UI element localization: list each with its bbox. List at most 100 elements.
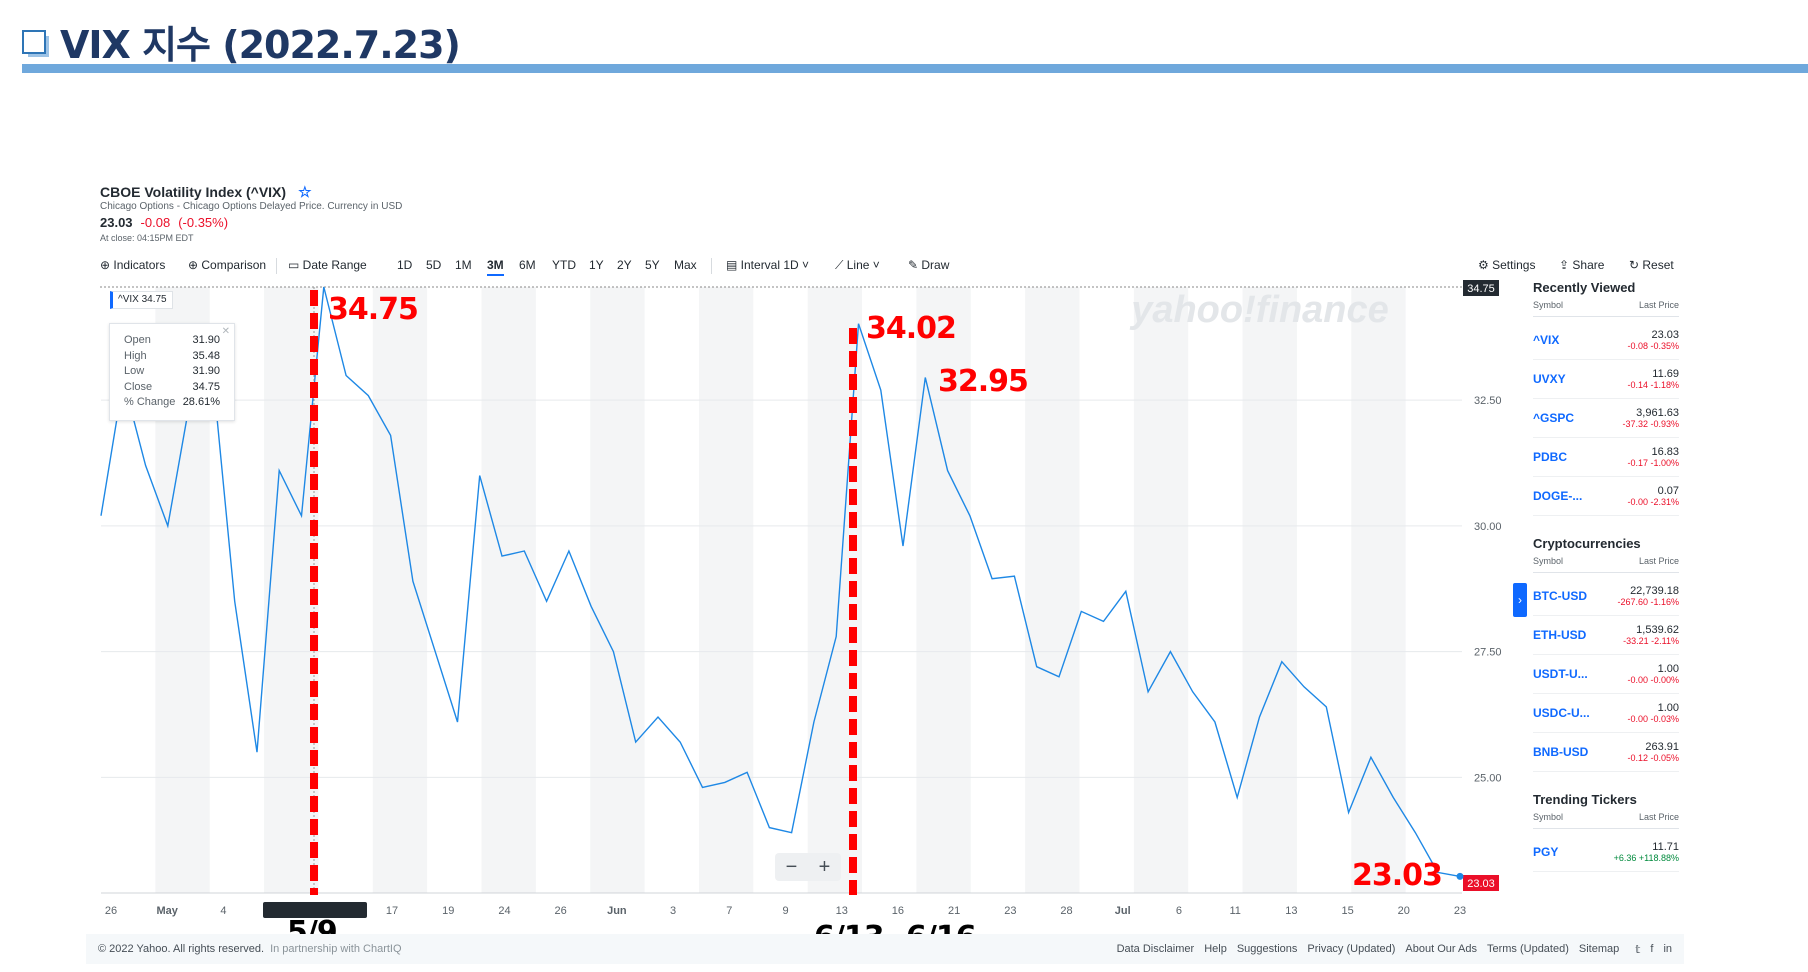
ticker-change: -0.14 -1.18% bbox=[1627, 380, 1679, 390]
range-max[interactable]: Max bbox=[674, 258, 697, 272]
footer-link-sitemap[interactable]: Sitemap bbox=[1578, 943, 1620, 955]
close-icon[interactable]: ✕ bbox=[221, 326, 230, 337]
twitter-icon[interactable]: 𝕥 bbox=[1635, 944, 1641, 956]
ticker-row[interactable]: USDC-U... 1.00 -0.00 -0.03% bbox=[1533, 694, 1679, 733]
tooltip-row-close: Close 34.75 bbox=[110, 381, 234, 397]
ticker-values: 0.07 -0.00 -2.31% bbox=[1627, 485, 1679, 507]
expand-panel-button[interactable]: › bbox=[1513, 583, 1527, 617]
ticker-row[interactable]: BNB-USD 263.91 -0.12 -0.05% bbox=[1533, 733, 1679, 772]
ticker-symbol[interactable]: UVXY bbox=[1533, 372, 1566, 386]
gear-icon: ⚙ bbox=[1478, 258, 1493, 272]
ticker-symbol[interactable]: ^GSPC bbox=[1533, 411, 1575, 425]
facebook-icon[interactable]: f bbox=[1650, 943, 1654, 955]
chart-band bbox=[916, 287, 971, 893]
chart-band bbox=[1351, 287, 1406, 893]
share-button[interactable]: ⇪ Share bbox=[1559, 258, 1604, 272]
footer-link-terms[interactable]: Terms (Updated) bbox=[1486, 943, 1569, 955]
date-range-button[interactable]: ▭ Date Range bbox=[288, 258, 367, 272]
interval-dropdown[interactable]: ▤ Interval 1D ˅ bbox=[726, 258, 809, 272]
footer-link-privacy[interactable]: Privacy (Updated) bbox=[1307, 943, 1396, 955]
range-2y[interactable]: 2Y bbox=[617, 258, 632, 272]
vix-series-line bbox=[100, 286, 1461, 878]
ticker-row[interactable]: ETH-USD 1,539.62 -33.21 -2.11% bbox=[1533, 616, 1679, 655]
quote-name: CBOE Volatility Index (^VIX) ☆ bbox=[100, 183, 312, 201]
range-5y[interactable]: 5Y bbox=[645, 258, 660, 272]
ticker-symbol[interactable]: USDT-U... bbox=[1533, 667, 1588, 681]
calendar-icon: ▭ bbox=[288, 258, 303, 272]
col-symbol: Symbol bbox=[1533, 556, 1564, 566]
zoom-in-icon[interactable]: + bbox=[818, 855, 831, 878]
annotation-peak-34-02: 34.02 bbox=[866, 311, 957, 346]
comparison-button[interactable]: ⊕ Comparison bbox=[188, 258, 266, 272]
settings-button[interactable]: ⚙ Settings bbox=[1478, 258, 1535, 272]
tooltip-label: Open bbox=[124, 334, 151, 346]
slide-title: VIX 지수 (2022.7.23) bbox=[22, 14, 461, 69]
chart-band bbox=[264, 287, 319, 893]
ticker-row[interactable]: BTC-USD 22,739.18 -267.60 -1.16% bbox=[1533, 577, 1679, 616]
quote-subtitle: Chicago Options - Chicago Options Delaye… bbox=[100, 201, 403, 212]
interval-icon: ▤ bbox=[726, 258, 741, 272]
chart-toolbar: ⊕ Indicators ⊕ Comparison ▭ Date Range 1… bbox=[100, 258, 1680, 278]
y-tick-label: 32.50 bbox=[1474, 395, 1502, 407]
ticker-symbol[interactable]: BTC-USD bbox=[1533, 589, 1587, 603]
ticker-symbol[interactable]: BNB-USD bbox=[1533, 745, 1589, 759]
footer-link-help[interactable]: Help bbox=[1204, 943, 1227, 955]
series-legend-tag: ^VIX 34.75 bbox=[110, 291, 173, 309]
tooltip-label: % Change bbox=[124, 396, 176, 408]
footer-link-data-disclaimer[interactable]: Data Disclaimer bbox=[1116, 943, 1195, 955]
chevron-right-icon: › bbox=[1518, 593, 1522, 607]
ticker-symbol[interactable]: PDBC bbox=[1533, 450, 1568, 464]
col-last-price: Last Price bbox=[1638, 556, 1679, 566]
tooltip-value: 34.75 bbox=[192, 380, 220, 393]
line-type-dropdown[interactable]: ⟋ Line ˅ bbox=[835, 258, 880, 273]
close-time: At close: 04:15PM EDT bbox=[100, 233, 194, 243]
tooltip-value: 31.90 bbox=[192, 365, 220, 377]
star-icon[interactable]: ☆ bbox=[298, 184, 312, 201]
ticker-row[interactable]: ^VIX 23.03 -0.08 -0.35% bbox=[1533, 321, 1679, 360]
x-crosshair-date-tag-bg bbox=[263, 902, 367, 918]
footer-link-about-ads[interactable]: About Our Ads bbox=[1405, 943, 1477, 955]
x-tick-label: 11 bbox=[1229, 905, 1240, 917]
ticker-row[interactable]: PGY 11.71 +6.36 +118.88% bbox=[1533, 833, 1679, 872]
col-symbol: Symbol bbox=[1533, 300, 1564, 310]
range-1y[interactable]: 1Y bbox=[589, 258, 604, 272]
ticker-symbol[interactable]: ETH-USD bbox=[1533, 628, 1587, 642]
draw-button[interactable]: ✎ Draw bbox=[908, 258, 949, 272]
ticker-row[interactable]: USDT-U... 1.00 -0.00 -0.00% bbox=[1533, 655, 1679, 694]
recently-viewed-header: Symbol Last Price bbox=[1533, 300, 1679, 317]
ticker-row[interactable]: PDBC 16.83 -0.17 -1.00% bbox=[1533, 438, 1679, 477]
ticker-values: 22,739.18 -267.60 -1.16% bbox=[1617, 585, 1679, 607]
ticker-symbol[interactable]: PGY bbox=[1533, 845, 1559, 859]
ticker-last-price: 16.83 bbox=[1651, 446, 1679, 458]
range-5d[interactable]: 5D bbox=[426, 258, 442, 272]
ticker-row[interactable]: ^GSPC 3,961.63 -37.32 -0.93% bbox=[1533, 399, 1679, 438]
reset-button[interactable]: ↻ Reset bbox=[1629, 258, 1674, 272]
range-1m[interactable]: 1M bbox=[455, 258, 472, 272]
footer-link-suggestions[interactable]: Suggestions bbox=[1236, 943, 1298, 955]
right-sidebar: Recently Viewed Symbol Last Price ^VIX 23.… bbox=[1533, 280, 1679, 872]
indicators-button[interactable]: ⊕ Indicators bbox=[100, 258, 165, 272]
ticker-row[interactable]: DOGE-... 0.07 -0.00 -2.31% bbox=[1533, 477, 1679, 516]
trending-list: PGY 11.71 +6.36 +118.88% bbox=[1533, 833, 1679, 872]
footer-links: Data Disclaimer Help Suggestions Privacy… bbox=[1117, 943, 1672, 956]
range-1d[interactable]: 1D bbox=[397, 258, 413, 272]
range-6m[interactable]: 6M bbox=[519, 258, 536, 272]
date-range-label: Date Range bbox=[302, 258, 367, 272]
ticker-change: -33.21 -2.11% bbox=[1623, 636, 1679, 646]
tooltip-row-pct: % Change 28.61% bbox=[110, 396, 234, 412]
ticker-symbol[interactable]: DOGE-... bbox=[1533, 489, 1583, 503]
y-tick-label: 25.00 bbox=[1474, 772, 1502, 784]
linkedin-icon[interactable]: in bbox=[1663, 943, 1672, 955]
ticker-row[interactable]: UVXY 11.69 -0.14 -1.18% bbox=[1533, 360, 1679, 399]
ticker-symbol[interactable]: ^VIX bbox=[1533, 333, 1560, 347]
plus-circle-icon: ⊕ bbox=[100, 258, 114, 272]
ticker-symbol[interactable]: USDC-U... bbox=[1533, 706, 1590, 720]
ticker-last-price: 22,739.18 bbox=[1630, 585, 1679, 597]
range-ytd[interactable]: YTD bbox=[552, 258, 576, 272]
x-tick-label: May bbox=[157, 905, 179, 917]
col-last-price: Last Price bbox=[1638, 812, 1679, 822]
zoom-out-icon[interactable]: − bbox=[785, 855, 798, 878]
range-3m[interactable]: 3M bbox=[487, 258, 504, 276]
x-tick-label: 6 bbox=[1176, 905, 1182, 917]
